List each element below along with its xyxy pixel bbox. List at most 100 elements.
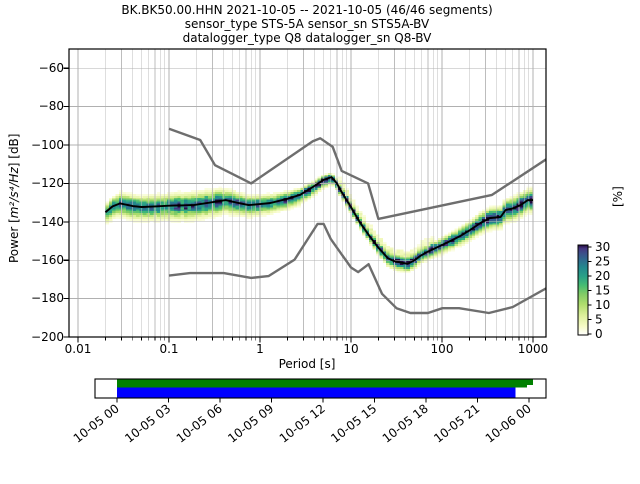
psd-histogram-cell [173, 215, 178, 217]
psd-histogram-cell [235, 207, 240, 210]
psd-histogram-cell [170, 203, 175, 206]
psd-histogram-cell [160, 213, 164, 216]
psd-histogram-cell [146, 193, 151, 196]
x-tick-label: 1000 [518, 342, 549, 356]
psd-histogram-cell [252, 195, 257, 198]
psd-histogram-cell [321, 174, 325, 177]
psd-histogram-cell [146, 211, 151, 214]
psd-histogram-cell [523, 203, 527, 206]
psd-histogram-cell [238, 203, 243, 206]
psd-histogram-cell [256, 207, 260, 210]
psd-histogram-cell [393, 257, 397, 260]
psd-histogram-cell [276, 203, 281, 206]
psd-histogram-cell [492, 205, 497, 208]
colorbar-tick-label: 15 [595, 284, 610, 298]
psd-histogram-cell [146, 209, 151, 212]
psd-histogram-cell [214, 192, 219, 194]
psd-histogram-cell [180, 192, 185, 194]
psd-histogram-cell [170, 211, 175, 214]
psd-histogram-cell [523, 209, 527, 212]
psd-histogram-cell [273, 195, 277, 198]
psd-histogram-cell [259, 211, 264, 214]
psd-histogram-cell [447, 232, 452, 235]
psd-histogram-cell [105, 218, 110, 221]
psd-histogram-cell [235, 193, 240, 196]
psd-histogram-cell [488, 218, 493, 221]
psd-histogram-cell [482, 232, 486, 235]
psd-histogram-cell [204, 203, 209, 206]
psd-histogram-cell [297, 188, 301, 191]
psd-histogram-cell [122, 209, 127, 212]
psd-histogram-cell [204, 193, 209, 196]
psd-histogram-cell [495, 213, 500, 216]
psd-histogram-cell [382, 249, 387, 252]
colorbar-tick-label: 10 [595, 298, 610, 312]
psd-histogram-cell [434, 255, 438, 258]
psd-histogram-cell [403, 265, 408, 267]
psd-histogram-cell [276, 209, 281, 212]
psd-histogram-cell [218, 215, 223, 217]
psd-histogram-cell [499, 213, 503, 216]
psd-histogram-cell [447, 236, 452, 239]
psd-histogram-cell [430, 255, 435, 258]
psd-histogram-cell [506, 207, 510, 210]
psd-histogram-cell [108, 211, 113, 214]
psd-histogram-cell [132, 199, 137, 202]
psd-histogram-cell [447, 249, 452, 252]
psd-histogram-cell [526, 186, 531, 189]
psd-histogram-cell [218, 190, 223, 193]
psd-histogram-cell [173, 218, 178, 221]
psd-histogram-cell [115, 209, 120, 212]
psd-histogram-cell [307, 190, 312, 193]
psd-histogram-cell [488, 224, 493, 227]
psd-histogram-cell [468, 238, 473, 241]
psd-histogram-cell [506, 218, 510, 221]
psd-histogram-cell [228, 192, 233, 194]
psd-histogram-cell [440, 249, 445, 252]
psd-histogram-cell [451, 249, 455, 252]
psd-histogram-cell [143, 203, 147, 206]
psd-histogram-cell [197, 197, 202, 200]
psd-histogram-cell [283, 203, 288, 206]
psd-histogram-cell [341, 190, 346, 193]
psd-histogram-cell [430, 243, 435, 246]
psd-histogram-cell [338, 178, 342, 181]
psd-histogram-cell [423, 240, 428, 242]
psd-histogram-cell [297, 205, 301, 208]
psd-histogram-cell [512, 195, 517, 198]
psd-histogram-cell [447, 247, 452, 250]
psd-histogram-cell [417, 257, 421, 260]
psd-histogram-cell [526, 207, 531, 210]
psd-histogram-cell [276, 201, 281, 204]
psd-histogram-cell [170, 192, 175, 194]
psd-histogram-cell [163, 199, 168, 202]
psd-histogram-cell [129, 197, 134, 200]
psd-histogram-cell [502, 218, 507, 221]
psd-histogram-cell [519, 195, 524, 198]
psd-histogram-cell [523, 205, 527, 208]
psd-histogram-cell [119, 205, 123, 208]
psd-histogram-cell [413, 251, 418, 254]
psd-histogram-cell [276, 211, 281, 214]
psd-histogram-cell [406, 251, 411, 254]
psd-histogram-cell [218, 211, 223, 214]
psd-histogram-cell [184, 211, 188, 214]
psd-histogram-cell [482, 226, 486, 229]
psd-histogram-cell [225, 213, 229, 216]
psd-histogram-cell [375, 251, 380, 254]
psd-histogram-cell [132, 207, 137, 210]
psd-histogram-cell [211, 205, 216, 208]
psd-histogram-cell [173, 192, 178, 194]
x-tick-label: 100 [431, 342, 454, 356]
psd-histogram-cell [218, 195, 223, 198]
psd-histogram-cell [519, 193, 524, 196]
psd-histogram-cell [430, 238, 435, 241]
psd-histogram-cell [160, 215, 164, 217]
psd-histogram-cell [362, 230, 366, 233]
psd-histogram-cell [464, 236, 469, 239]
psd-histogram-cell [146, 213, 151, 216]
psd-histogram-cell [115, 213, 120, 216]
psd-histogram-cell [437, 247, 442, 250]
psd-histogram-cell [228, 209, 233, 212]
psd-histogram-cell [386, 251, 390, 254]
